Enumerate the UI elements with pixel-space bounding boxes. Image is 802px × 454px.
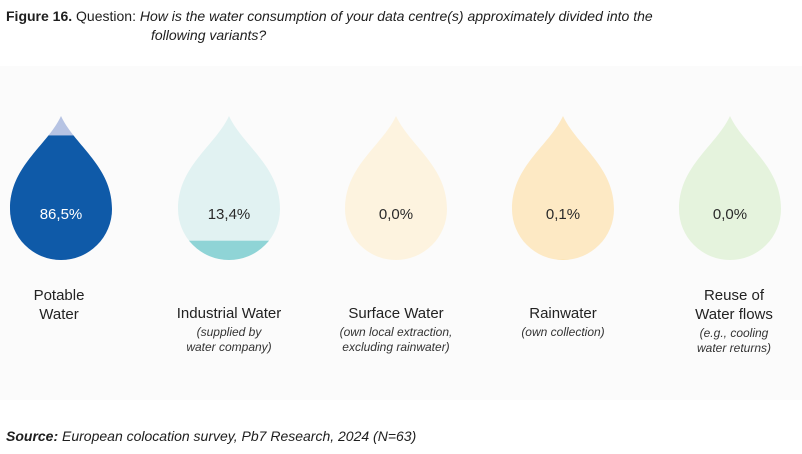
- source-note: Source: European colocation survey, Pb7 …: [6, 428, 416, 444]
- figure-caption: Figure 16. Question: How is the water co…: [6, 7, 796, 45]
- question-prefix: Question:: [76, 8, 136, 24]
- category-name: Reuse of: [703, 287, 765, 304]
- question-text-line2: following variants?: [151, 27, 267, 43]
- water-drop-1: 13,4%: [178, 116, 280, 260]
- category-note: (own local extraction, excluding rainwat…: [339, 325, 453, 354]
- water-drop-2: 0,0%: [345, 116, 447, 260]
- category-note: (own collection): [521, 325, 605, 339]
- category-note: (supplied by water company): [186, 325, 272, 354]
- category-name: Water flows: [695, 306, 773, 323]
- category-name: Surface Water: [348, 305, 444, 322]
- chart-panel: 86,5% 13,4% 0,0% 0,1% 0,0% Potable Water Ind…: [0, 66, 802, 400]
- drop-empty-area: [679, 116, 781, 260]
- category-name: Potable: [33, 287, 85, 304]
- value-label: 0,1%: [546, 206, 580, 223]
- drop-fill-bar: [10, 135, 112, 260]
- category-label-reuse-of-water-flows: Reuse of Water flows (e.g., cooling wate…: [654, 286, 802, 356]
- category-note: (e.g., cooling water returns): [696, 326, 772, 355]
- source-text: European colocation survey, Pb7 Research…: [62, 428, 417, 444]
- question-text-line1: How is the water consumption of your dat…: [139, 8, 653, 24]
- value-label: 13,4%: [208, 206, 251, 223]
- value-label: 0,0%: [379, 206, 413, 223]
- water-drop-0: 86,5%: [10, 116, 112, 260]
- source-label: Source:: [6, 428, 59, 444]
- water-drop-chart: 86,5% 13,4% 0,0% 0,1% 0,0%: [10, 116, 781, 260]
- drop-empty-area: [178, 116, 280, 260]
- category-label-potable-water: Potable Water: [0, 286, 139, 324]
- drop-empty-area: [345, 116, 447, 260]
- water-drop-4: 0,0%: [679, 116, 781, 260]
- drop-empty-area: [512, 116, 614, 260]
- water-drop-3: 0,1%: [512, 116, 614, 260]
- figure-label: Figure 16.: [6, 8, 73, 24]
- value-label: 0,0%: [713, 206, 747, 223]
- value-label: 86,5%: [40, 206, 83, 223]
- category-label-surface-water: Surface Water (own local extraction, exc…: [316, 304, 476, 355]
- category-name: Rainwater: [529, 305, 597, 322]
- category-name: Water: [39, 306, 79, 323]
- category-label-industrial-water: Industrial Water (supplied by water comp…: [149, 304, 309, 355]
- category-name: Industrial Water: [176, 305, 282, 322]
- category-label-rainwater: Rainwater (own collection): [483, 304, 643, 340]
- drop-fill-bar: [178, 240, 280, 260]
